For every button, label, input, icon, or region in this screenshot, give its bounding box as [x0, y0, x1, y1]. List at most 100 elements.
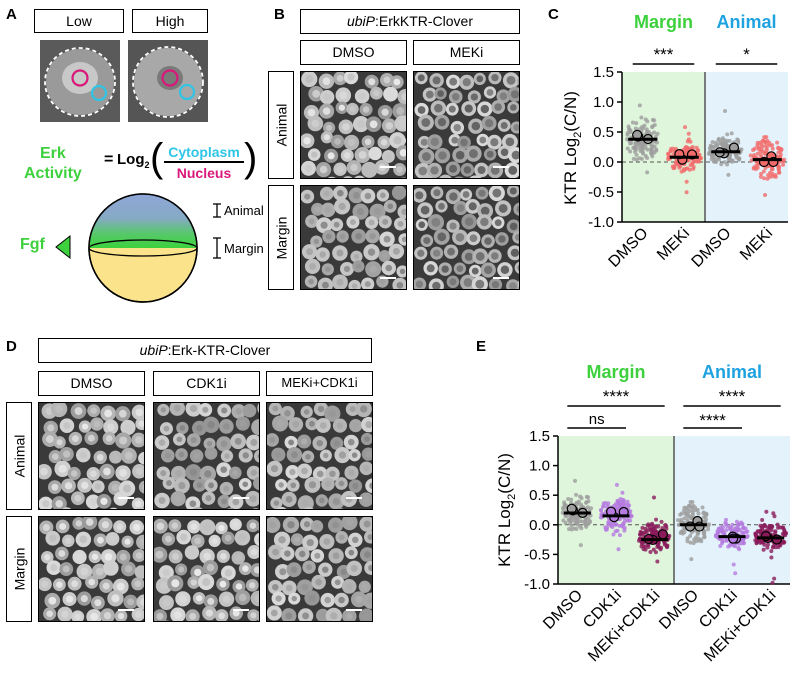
data-point [687, 509, 692, 514]
data-point [625, 130, 630, 135]
x-tick-label: DMSO [540, 587, 586, 633]
panel-d-col-meki-cdk1i: MEKi+CDK1i [266, 371, 373, 396]
data-point [684, 179, 689, 184]
data-point [769, 549, 774, 554]
data-point [599, 512, 604, 517]
data-point [646, 545, 651, 550]
panel-b-col-dmso: DMSO [300, 40, 407, 65]
data-point [672, 165, 677, 170]
panel-label-d: D [6, 338, 17, 355]
data-point [651, 526, 656, 531]
data-point [717, 157, 722, 162]
data-point [678, 164, 683, 169]
data-point [648, 550, 653, 555]
data-point [634, 152, 639, 157]
data-point [762, 176, 767, 181]
data-point [683, 510, 688, 515]
data-point [649, 523, 654, 528]
fraction-bar [164, 161, 244, 163]
replicate-mean [771, 534, 782, 545]
data-point [691, 541, 696, 546]
y-tick-label: 1.0 [529, 458, 550, 475]
data-point [678, 512, 683, 517]
data-point [625, 137, 630, 142]
panel-d-row-animal: Animal [6, 402, 32, 510]
data-point [564, 513, 569, 518]
data-point [640, 540, 645, 545]
data-point [629, 140, 634, 145]
data-point [751, 166, 756, 171]
x-tick-label: MEKi [654, 225, 693, 264]
data-point [764, 145, 769, 150]
micrograph-d-margin-meki-cdk1i [266, 516, 373, 622]
panel-label-c: C [548, 6, 559, 23]
y-tick-label: 1.5 [529, 428, 550, 445]
data-point [781, 162, 786, 167]
replicate-mean [657, 529, 668, 540]
data-point [724, 517, 729, 522]
data-point [640, 525, 645, 530]
data-point [702, 535, 707, 540]
data-point [569, 497, 574, 502]
data-point [770, 146, 775, 151]
data-point [741, 526, 746, 531]
data-point [617, 501, 622, 506]
data-point [758, 174, 763, 179]
data-point [621, 521, 626, 526]
data-point [723, 520, 728, 525]
embryo-diagram [55, 193, 221, 303]
data-point [703, 519, 708, 524]
data-point [696, 538, 701, 543]
data-point [686, 131, 691, 136]
data-point [770, 174, 775, 179]
data-point [586, 495, 591, 500]
data-point [652, 530, 657, 535]
data-point [641, 142, 646, 147]
high-label: High [132, 9, 208, 33]
data-point [759, 171, 764, 176]
equals-sign: = [104, 151, 114, 168]
data-point [778, 147, 783, 152]
data-point [706, 527, 711, 532]
group-label-animal: Animal [702, 362, 762, 382]
data-point [630, 120, 635, 125]
data-point [723, 144, 728, 149]
x-tick-label: DMSO [689, 225, 735, 271]
data-point [628, 514, 633, 519]
data-point [654, 140, 659, 145]
micrograph-b-animal-dmso [300, 71, 407, 179]
data-point [723, 108, 728, 113]
data-point [574, 500, 579, 505]
high-cell-image [128, 40, 208, 122]
data-point [685, 139, 690, 144]
data-point [573, 478, 578, 483]
data-point [650, 150, 655, 155]
panel-e-chart: -1.0-0.50.00.51.01.5DMSOCDK1iMEKi+CDK1iD… [495, 362, 790, 665]
panel-d-title-italic: ubiP [139, 342, 168, 358]
data-point [566, 497, 571, 502]
significance-margin: *** [654, 45, 674, 64]
data-point [615, 498, 620, 503]
high-cytoplasm-marker [178, 83, 196, 101]
data-point [722, 160, 727, 165]
data-point [664, 524, 669, 529]
data-point [637, 156, 642, 161]
data-point [628, 149, 633, 154]
panel-d-row-margin: Margin [6, 516, 32, 622]
data-point [639, 125, 644, 130]
data-point [659, 519, 664, 524]
data-point [650, 125, 655, 130]
data-point [702, 532, 707, 537]
data-point [752, 153, 757, 158]
data-point [726, 157, 731, 162]
data-point [734, 153, 739, 158]
data-point [670, 146, 675, 151]
data-point [628, 518, 633, 523]
micrograph-b-margin-dmso [300, 185, 407, 290]
data-point [770, 143, 775, 148]
data-point [745, 529, 750, 534]
data-point [740, 538, 745, 543]
data-point [579, 496, 584, 501]
data-point [773, 545, 778, 550]
fgf-label: Fgf [20, 236, 45, 253]
